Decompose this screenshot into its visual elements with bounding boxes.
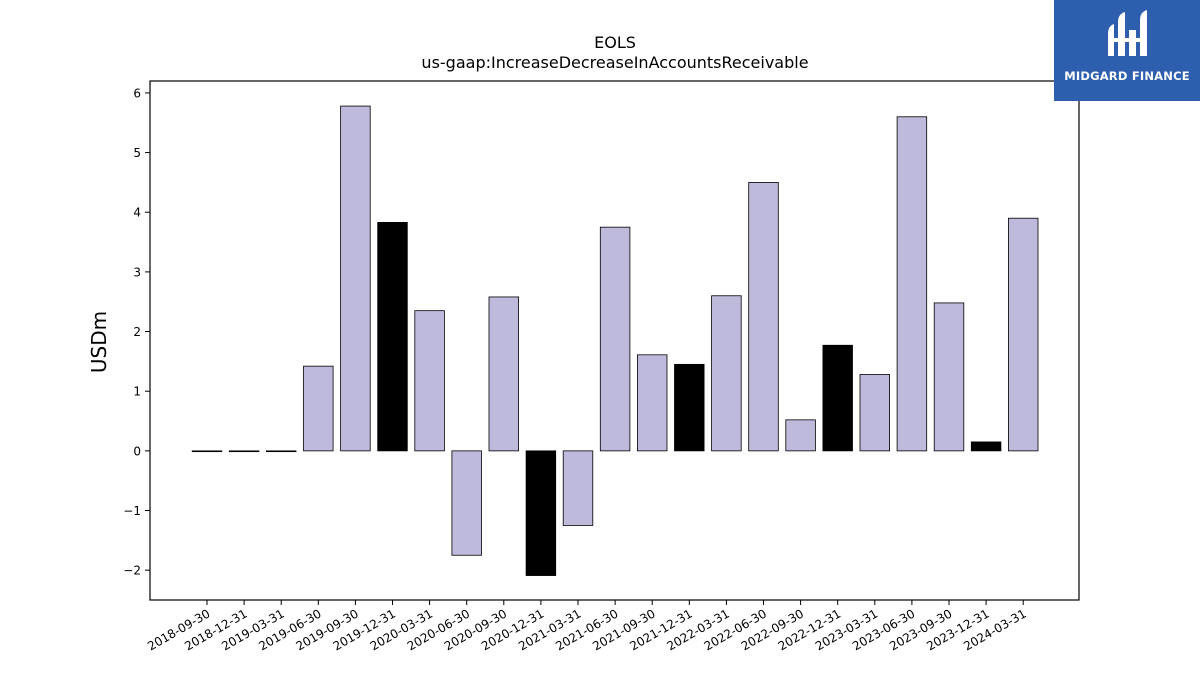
bar-2019-12-31 [377, 221, 408, 452]
bar-2018-09-30 [191, 450, 223, 453]
y-tick-label: −1 [123, 504, 141, 518]
bar-2021-09-30 [637, 354, 668, 452]
chart-title: EOLS [594, 33, 636, 52]
bar-2022-09-30 [785, 419, 816, 452]
y-tick-label: 3 [133, 265, 141, 279]
y-tick-label: 6 [133, 86, 141, 100]
y-axis: −2 −1 0 1 2 3 4 5 6 [123, 86, 150, 578]
bar-2018-12-31 [228, 450, 260, 453]
bar-2023-12-31 [970, 441, 1002, 452]
bar-2021-06-30 [599, 226, 631, 452]
y-tick-label: −2 [123, 564, 141, 578]
y-tick-label: 2 [133, 325, 141, 339]
logo-text: MIDGARD FINANCE [1064, 69, 1190, 83]
y-tick-label: 5 [133, 146, 141, 160]
bar-2020-09-30 [488, 296, 520, 452]
chart-subtitle: us-gaap:IncreaseDecreaseInAccountsReceiv… [421, 53, 808, 72]
y-tick-label: 4 [133, 206, 141, 220]
bars-group [191, 105, 1039, 576]
bar-2022-12-31 [822, 344, 853, 452]
plot-frame [149, 80, 1080, 601]
y-axis-label: USDm [87, 311, 111, 373]
bar-2023-03-31 [859, 374, 891, 452]
bar-2020-06-30 [451, 450, 482, 556]
bar-2020-12-31 [525, 450, 557, 576]
bar-2023-06-30 [896, 116, 928, 452]
y-tick-label: 1 [133, 385, 141, 399]
bar-2019-03-31 [265, 450, 297, 453]
x-axis: 2018-09-302018-12-312019-03-312019-06-30… [145, 600, 1029, 653]
bar-2021-12-31 [674, 363, 705, 452]
bar-2024-03-31 [1008, 217, 1039, 452]
y-tick-label: 0 [133, 444, 141, 458]
bar-2022-03-31 [711, 295, 742, 452]
bar-2019-09-30 [340, 105, 371, 452]
midgard-finance-logo: MIDGARD FINANCE [1054, 0, 1200, 101]
bar-2021-03-31 [562, 450, 594, 526]
bar-2023-09-30 [933, 302, 965, 452]
bar-2019-06-30 [303, 365, 334, 452]
bar-2022-06-30 [748, 182, 779, 452]
midgard-logo-icon [1108, 10, 1147, 56]
bar-2020-03-31 [414, 310, 445, 452]
